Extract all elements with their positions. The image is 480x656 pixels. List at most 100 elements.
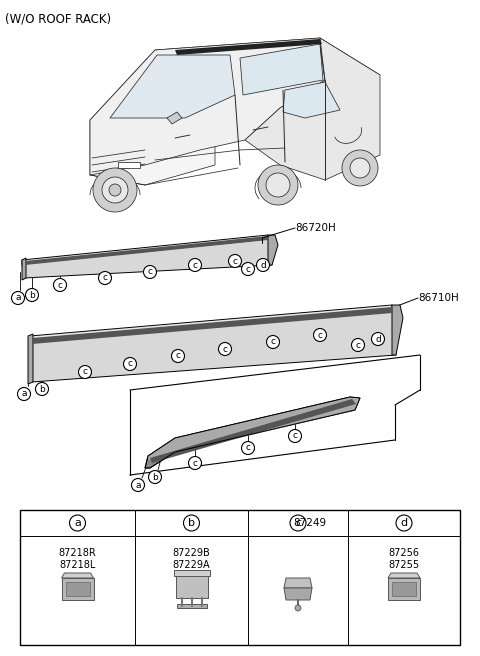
Polygon shape	[61, 573, 94, 578]
Text: 87229B: 87229B	[173, 548, 210, 558]
Circle shape	[183, 515, 200, 531]
Circle shape	[266, 173, 290, 197]
Text: a: a	[135, 480, 141, 489]
Polygon shape	[388, 578, 420, 600]
Polygon shape	[32, 307, 392, 344]
Text: a: a	[15, 293, 21, 302]
Polygon shape	[268, 235, 278, 265]
Text: 87256: 87256	[388, 548, 420, 558]
Polygon shape	[150, 399, 356, 463]
Circle shape	[79, 365, 92, 379]
Circle shape	[258, 165, 298, 205]
Text: c: c	[192, 260, 197, 270]
Text: c: c	[103, 274, 108, 283]
Circle shape	[12, 291, 24, 304]
Text: c: c	[271, 337, 276, 346]
Text: 87218R: 87218R	[59, 548, 96, 558]
FancyBboxPatch shape	[20, 510, 460, 645]
Polygon shape	[245, 38, 380, 180]
Text: c: c	[232, 256, 238, 266]
Text: 87249: 87249	[293, 518, 326, 528]
Polygon shape	[90, 38, 325, 175]
Polygon shape	[177, 604, 206, 608]
Text: d: d	[375, 335, 381, 344]
Polygon shape	[61, 578, 94, 600]
Text: c: c	[356, 340, 360, 350]
Polygon shape	[22, 239, 272, 278]
Polygon shape	[65, 582, 89, 596]
Circle shape	[123, 358, 136, 371]
Circle shape	[372, 333, 384, 346]
Polygon shape	[25, 236, 268, 265]
Text: c: c	[295, 518, 301, 528]
Circle shape	[93, 168, 137, 212]
Text: c: c	[83, 367, 87, 377]
Text: c: c	[223, 344, 228, 354]
Text: 86720H: 86720H	[295, 223, 336, 233]
Circle shape	[288, 430, 301, 443]
Text: c: c	[176, 352, 180, 361]
Text: 86710H: 86710H	[418, 293, 459, 303]
Circle shape	[241, 441, 254, 455]
Circle shape	[53, 279, 67, 291]
Polygon shape	[392, 582, 416, 596]
Circle shape	[132, 478, 144, 491]
Polygon shape	[148, 397, 360, 460]
Circle shape	[70, 515, 85, 531]
Circle shape	[148, 470, 161, 483]
Polygon shape	[392, 305, 403, 355]
Circle shape	[144, 266, 156, 279]
Circle shape	[351, 338, 364, 352]
Polygon shape	[30, 305, 392, 342]
Circle shape	[241, 262, 254, 276]
Text: 87218L: 87218L	[60, 560, 96, 570]
Text: d: d	[400, 518, 408, 528]
Text: a: a	[74, 518, 81, 528]
Polygon shape	[22, 258, 26, 280]
Circle shape	[109, 184, 121, 196]
Polygon shape	[22, 235, 268, 264]
Polygon shape	[284, 588, 312, 600]
Circle shape	[342, 150, 378, 186]
Polygon shape	[90, 50, 215, 185]
Circle shape	[171, 350, 184, 363]
Text: c: c	[192, 459, 197, 468]
Circle shape	[295, 605, 301, 611]
Polygon shape	[176, 574, 207, 598]
Polygon shape	[173, 570, 209, 576]
Text: 87229A: 87229A	[173, 560, 210, 570]
Text: b: b	[188, 518, 195, 528]
Polygon shape	[167, 112, 182, 124]
Polygon shape	[175, 39, 322, 55]
Text: c: c	[292, 432, 298, 440]
Polygon shape	[388, 573, 420, 578]
Circle shape	[290, 515, 306, 531]
Text: b: b	[39, 384, 45, 394]
Text: a: a	[21, 390, 27, 398]
Bar	[118, 162, 140, 168]
Circle shape	[266, 335, 279, 348]
Polygon shape	[110, 55, 235, 118]
Circle shape	[17, 388, 31, 401]
Text: c: c	[128, 359, 132, 369]
Circle shape	[218, 342, 231, 356]
Polygon shape	[240, 44, 323, 95]
Circle shape	[25, 289, 38, 302]
Polygon shape	[284, 578, 312, 588]
Circle shape	[350, 158, 370, 178]
Circle shape	[228, 255, 241, 268]
Circle shape	[36, 382, 48, 396]
Polygon shape	[28, 334, 33, 384]
Circle shape	[313, 329, 326, 342]
Text: (W/O ROOF RACK): (W/O ROOF RACK)	[5, 12, 111, 25]
Text: c: c	[245, 443, 251, 453]
Text: c: c	[58, 281, 62, 289]
Text: c: c	[147, 268, 153, 276]
Polygon shape	[30, 311, 396, 382]
Text: b: b	[152, 472, 158, 482]
Circle shape	[98, 272, 111, 285]
Text: c: c	[317, 331, 323, 340]
Circle shape	[396, 515, 412, 531]
Text: 87255: 87255	[388, 560, 420, 570]
Circle shape	[256, 258, 269, 272]
